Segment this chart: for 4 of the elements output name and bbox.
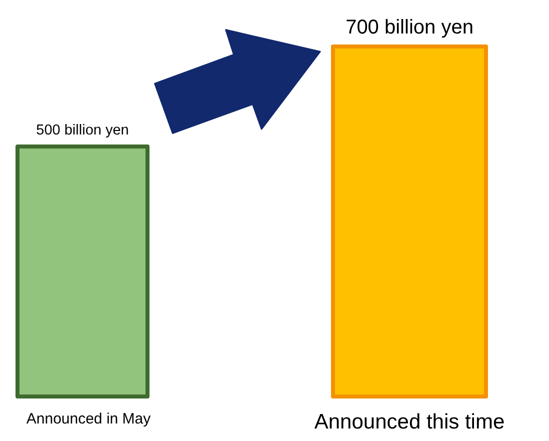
data-label: 500 billion yen [36,122,129,138]
x-tick-label: Announced in May [26,410,152,428]
x-tick-label: Announced this time [314,410,505,434]
data-label: 700 billion yen [346,16,474,38]
